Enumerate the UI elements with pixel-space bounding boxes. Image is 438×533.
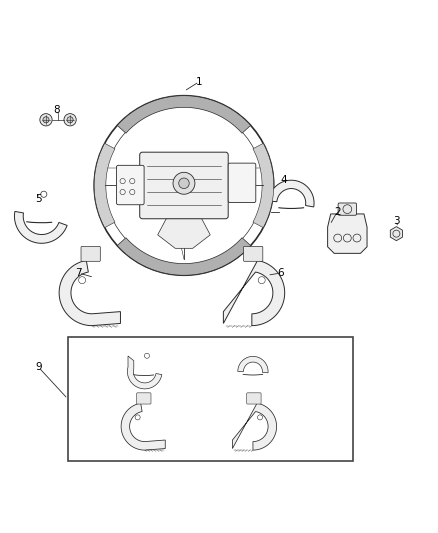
FancyBboxPatch shape	[228, 163, 256, 203]
FancyBboxPatch shape	[81, 246, 100, 261]
Polygon shape	[117, 238, 251, 275]
Polygon shape	[121, 403, 165, 450]
Circle shape	[179, 178, 189, 189]
Text: 8: 8	[53, 104, 60, 115]
Polygon shape	[268, 180, 314, 207]
Polygon shape	[253, 143, 274, 228]
FancyBboxPatch shape	[117, 165, 144, 205]
FancyBboxPatch shape	[244, 246, 263, 261]
FancyBboxPatch shape	[247, 393, 261, 404]
Polygon shape	[14, 212, 67, 243]
Polygon shape	[238, 357, 268, 373]
Circle shape	[67, 117, 73, 123]
Polygon shape	[328, 214, 367, 253]
Circle shape	[64, 114, 76, 126]
Polygon shape	[233, 403, 276, 450]
Polygon shape	[117, 96, 251, 133]
Text: 1: 1	[196, 77, 203, 87]
Text: 9: 9	[35, 362, 42, 372]
Polygon shape	[59, 261, 120, 326]
Text: 3: 3	[393, 215, 400, 225]
FancyBboxPatch shape	[140, 152, 228, 219]
Circle shape	[173, 172, 195, 194]
FancyBboxPatch shape	[338, 203, 357, 215]
Text: 5: 5	[35, 193, 42, 204]
Circle shape	[40, 114, 52, 126]
Bar	[68, 336, 353, 462]
Polygon shape	[223, 261, 285, 326]
Circle shape	[43, 117, 49, 123]
Text: 7: 7	[75, 268, 82, 278]
Polygon shape	[94, 143, 115, 228]
FancyBboxPatch shape	[137, 393, 151, 404]
Text: 6: 6	[277, 268, 284, 278]
Text: 4: 4	[280, 175, 287, 185]
Polygon shape	[127, 356, 162, 389]
Polygon shape	[158, 219, 210, 248]
Polygon shape	[390, 227, 403, 241]
Text: 2: 2	[334, 207, 341, 217]
